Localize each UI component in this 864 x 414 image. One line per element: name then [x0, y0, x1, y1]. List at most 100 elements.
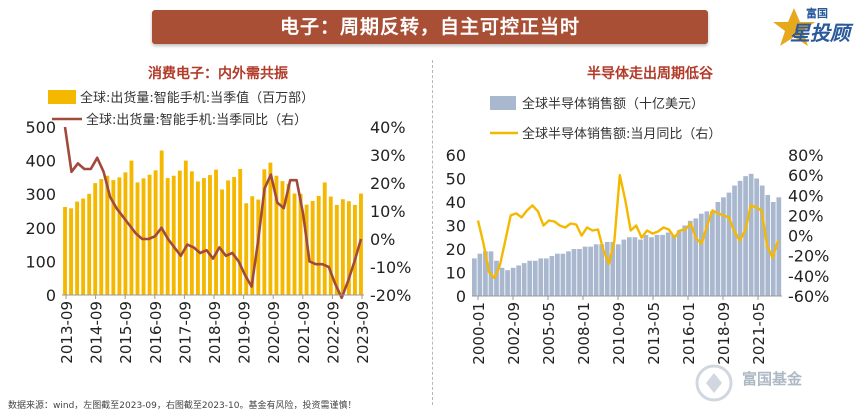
area-semiconductor-sales	[715, 202, 721, 296]
bar-shipments	[262, 169, 267, 295]
bar-shipments	[195, 181, 200, 295]
bar-shipments	[99, 179, 104, 295]
bar-shipments	[328, 196, 333, 295]
area-semiconductor-sales	[754, 178, 760, 296]
right-axis-tick-label: -20%	[788, 247, 829, 266]
watermark-logo-icon	[695, 364, 733, 402]
area-semiconductor-sales	[604, 241, 610, 296]
x-axis-tick-label: 2015-09	[117, 301, 135, 364]
area-semiconductor-sales	[693, 218, 699, 296]
bar-shipments	[322, 182, 327, 295]
left-axis-tick-label: 10	[446, 264, 466, 283]
x-axis-tick-label: 2016-01	[680, 302, 698, 365]
area-semiconductor-sales	[477, 253, 483, 296]
bar-shipments	[286, 183, 291, 295]
bar-shipments	[183, 160, 188, 295]
legend-swatch-bar	[48, 90, 76, 104]
area-semiconductor-sales	[599, 244, 605, 296]
area-semiconductor-sales	[615, 244, 621, 296]
bar-shipments	[353, 204, 357, 295]
bar-shipments	[280, 181, 285, 295]
bar-shipments	[111, 180, 116, 295]
area-semiconductor-sales	[698, 213, 704, 296]
bar-shipments	[93, 183, 98, 295]
bar-shipments	[81, 198, 86, 295]
bar-shipments	[292, 193, 297, 295]
area-semiconductor-sales	[566, 251, 571, 296]
left-axis-tick-label: 0	[46, 286, 56, 305]
x-axis-tick-label: 2013-05	[645, 302, 663, 365]
area-semiconductor-sales	[654, 234, 660, 296]
left-axis-tick-label: 40	[446, 193, 466, 212]
left-axis-tick-label: 20	[446, 240, 466, 259]
x-axis-tick-label: 2023-09	[354, 301, 372, 364]
bar-shipments	[214, 169, 218, 295]
right-axis-tick-label: 30%	[370, 146, 406, 165]
bar-shipments	[208, 175, 212, 295]
area-semiconductor-sales	[621, 239, 627, 296]
x-axis-tick-label: 2010-09	[610, 302, 628, 365]
bar-shipments	[63, 206, 67, 295]
left-axis-tick-label: 60	[446, 146, 466, 165]
area-semiconductor-sales	[704, 211, 710, 296]
bar-shipments	[359, 193, 363, 295]
bar-shipments	[87, 193, 92, 295]
right-axis-tick-label: 40%	[370, 118, 406, 137]
legend-swatch-area	[490, 96, 516, 110]
area-semiconductor-sales	[682, 225, 688, 296]
area-semiconductor-sales	[632, 237, 638, 296]
area-semiconductor-sales	[776, 197, 782, 296]
bar-shipments	[69, 208, 73, 295]
left-axis-tick-label: 400	[25, 152, 56, 171]
area-semiconductor-sales	[665, 232, 671, 296]
x-axis-tick-label: 2019-09	[236, 301, 254, 364]
area-semiconductor-sales	[743, 176, 748, 296]
bar-shipments	[298, 193, 303, 295]
logo-brand-big: 星投顾	[790, 21, 850, 45]
bar-shipments	[334, 204, 339, 295]
page-banner-title: 电子：周期反转，自主可控正当时	[152, 10, 708, 44]
right-axis-tick-label: 20%	[370, 174, 406, 193]
x-axis-tick-label: 2020-09	[265, 301, 283, 364]
panel-divider	[432, 60, 433, 405]
area-semiconductor-sales	[472, 258, 477, 296]
bar-shipments	[135, 182, 140, 295]
bar-shipments	[232, 177, 237, 295]
area-semiconductor-sales	[638, 239, 643, 296]
left-axis-tick-label: 200	[25, 219, 56, 238]
area-semiconductor-sales	[560, 253, 566, 296]
bar-shipments	[75, 201, 80, 295]
area-semiconductor-sales	[505, 270, 510, 296]
area-semiconductor-sales	[577, 249, 582, 296]
x-axis-tick-label: 2021-09	[295, 301, 313, 364]
x-axis-tick-label: 2021-05	[750, 302, 768, 365]
bar-shipments	[117, 177, 122, 295]
area-semiconductor-sales	[494, 260, 499, 296]
left-axis-tick-label: 100	[25, 252, 56, 271]
bar-shipments	[244, 203, 249, 295]
bar-shipments	[153, 170, 158, 295]
x-axis-tick-label: 2017-09	[176, 301, 194, 364]
line-yoy-sales	[476, 173, 780, 280]
area-semiconductor-sales	[549, 256, 555, 296]
bar-shipments	[123, 172, 128, 295]
area-semiconductor-sales	[759, 185, 765, 296]
left-axis-tick-label: 300	[25, 185, 56, 204]
logo-brand-small: 富国	[806, 7, 828, 20]
bar-shipments	[250, 196, 255, 295]
bar-shipments	[147, 174, 152, 295]
legend-label-bar: 全球:出货量:智能手机:当季值（百万部）	[80, 90, 314, 106]
right-axis-tick-label: 20%	[788, 206, 824, 225]
area-semiconductor-sales	[660, 234, 665, 296]
right-axis-tick-label: -10%	[370, 258, 411, 277]
x-axis-tick-label: 2013-09	[58, 301, 76, 364]
bar-shipments	[171, 175, 176, 295]
x-axis-tick-label: 2005-05	[540, 302, 558, 365]
bar-shipments	[202, 178, 206, 295]
area-semiconductor-sales	[687, 220, 693, 296]
area-semiconductor-sales	[521, 263, 527, 296]
area-semiconductor-sales	[732, 185, 737, 296]
area-semiconductor-sales	[649, 237, 654, 296]
